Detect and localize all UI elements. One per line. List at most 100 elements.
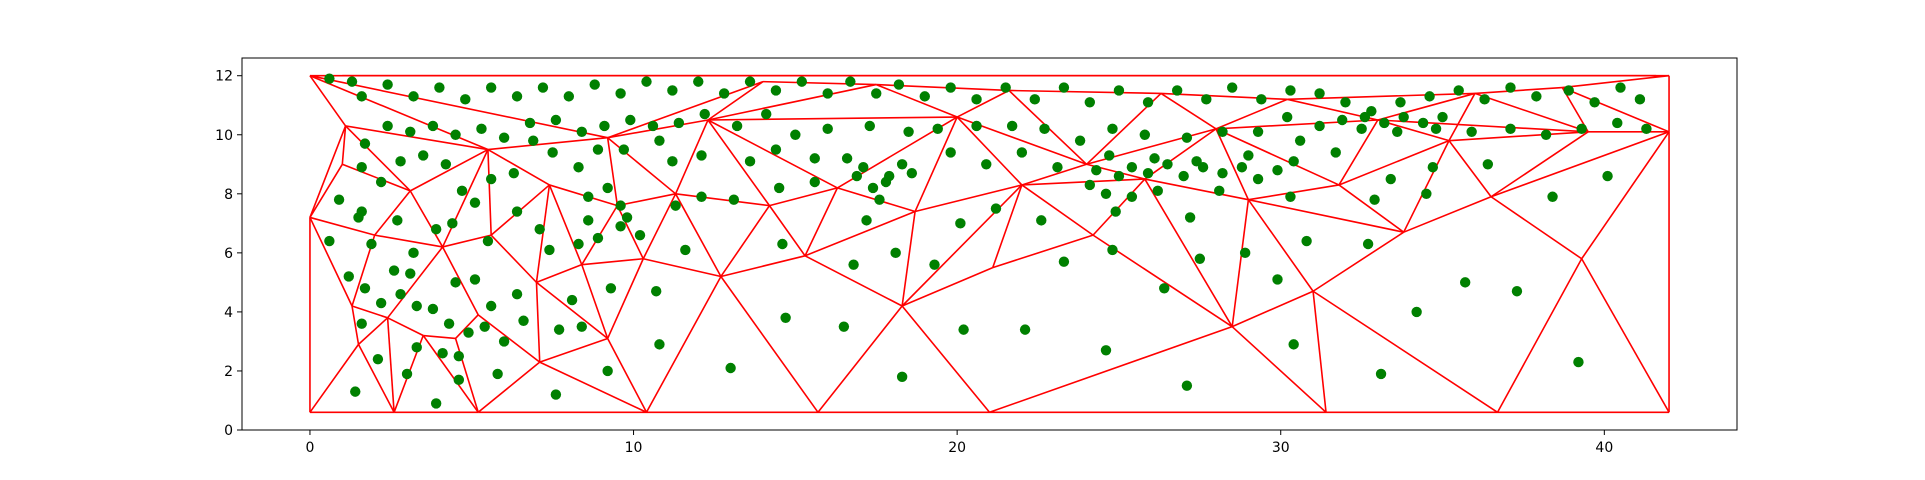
mesh-edge-139 — [707, 80, 764, 121]
mesh-edge-133 — [1377, 119, 1589, 133]
mesh-edge-31 — [1496, 258, 1583, 413]
mesh-edge-107 — [1448, 131, 1589, 142]
scatter-point-121 — [654, 135, 665, 146]
scatter-point-115 — [841, 153, 853, 164]
mesh-edge-67 — [374, 190, 411, 236]
scatter-point-184 — [1453, 85, 1464, 96]
mesh-edge-70 — [309, 163, 343, 218]
scatter-point-211 — [718, 88, 730, 99]
scatter-point-163 — [1181, 132, 1193, 143]
mesh-edge-138 — [607, 80, 764, 139]
mesh-edge-44 — [804, 255, 903, 307]
mesh-edge-85 — [768, 205, 806, 257]
scatter-point-180 — [1563, 85, 1574, 96]
scatter-point-144 — [576, 126, 587, 138]
scatter-point-48 — [411, 300, 422, 312]
mesh-edge-102 — [1248, 184, 1340, 201]
scatter-point-14 — [780, 312, 791, 324]
scatter-point-108 — [1052, 162, 1063, 173]
mesh-edge-61 — [536, 263, 583, 284]
scatter-point-185 — [1424, 91, 1435, 102]
scatter-point-213 — [667, 85, 678, 96]
scatter-point-162 — [1139, 129, 1151, 140]
scatter-point-157 — [971, 120, 982, 132]
scatter-point-28 — [1194, 253, 1206, 264]
scatter-point-118 — [744, 156, 756, 167]
scatter-point-82 — [670, 200, 681, 211]
scatter-point-29 — [1107, 244, 1118, 256]
scatter-point-188 — [1340, 97, 1351, 108]
scatter-point-201 — [971, 94, 982, 105]
mesh-edge-36 — [387, 317, 424, 337]
scatter-point-99 — [1427, 162, 1439, 173]
scatter-point-23 — [1511, 286, 1523, 297]
scatter-point-209 — [770, 85, 782, 96]
scatter-point-212 — [693, 76, 704, 87]
mesh-edge-83 — [675, 193, 770, 207]
scatter-point-232 — [1162, 159, 1173, 170]
mesh-edge-45 — [901, 266, 994, 307]
mesh-edge-87 — [804, 187, 839, 257]
scatter-point-250 — [602, 182, 613, 194]
mesh-edge-42 — [643, 257, 722, 278]
mesh-edge-93 — [901, 184, 1023, 307]
mesh-edge-20 — [477, 361, 541, 413]
x-tick-label-1: 10 — [625, 440, 643, 456]
scatter-point-2 — [550, 389, 562, 400]
scatter-point-117 — [770, 144, 782, 155]
y-tick-label-4: 8 — [224, 187, 233, 203]
mesh-edge-89 — [804, 210, 916, 257]
mesh-edge-51 — [1490, 196, 1583, 260]
scatter-point-197 — [1084, 97, 1096, 108]
scatter-point-206 — [845, 76, 856, 87]
scatter-point-119 — [696, 150, 707, 161]
scatter-point-131 — [418, 150, 429, 161]
scatter-point-41 — [518, 315, 529, 326]
mesh-edge-39 — [477, 314, 541, 363]
mesh-edge-48 — [1231, 290, 1314, 328]
mesh-edge-154 — [1448, 93, 1476, 142]
scatter-point-90 — [1036, 215, 1047, 226]
mesh-edge-75 — [535, 184, 551, 283]
scatter-point-25 — [1362, 238, 1374, 250]
scatter-point-153 — [822, 123, 833, 135]
scatter-point-7 — [1573, 356, 1584, 368]
mesh-edge-108 — [1490, 131, 1589, 198]
scatter-point-91 — [1110, 206, 1121, 217]
mesh-edge-94 — [1021, 184, 1094, 236]
scatter-point-110 — [981, 159, 992, 170]
scatter-point-125 — [547, 147, 558, 158]
mesh-edge-110 — [409, 148, 489, 192]
mesh-edge-81 — [642, 193, 677, 260]
scatter-point-106 — [1113, 170, 1125, 182]
scatter-point-35 — [680, 244, 691, 256]
scatter-point-73 — [511, 206, 523, 217]
scatter-point-19 — [1288, 339, 1299, 350]
scatter-point-59 — [469, 274, 481, 285]
scatter-point-243 — [1214, 185, 1225, 197]
scatter-point-196 — [1113, 85, 1125, 96]
scatter-point-218 — [537, 82, 549, 93]
scatter-point-44 — [375, 297, 387, 309]
mesh-edge-130 — [1215, 119, 1378, 130]
mesh-edge-59 — [535, 282, 541, 363]
mesh-edge-159 — [1562, 74, 1670, 89]
scatter-point-132 — [395, 156, 406, 167]
scatter-point-215 — [615, 88, 626, 99]
scatter-point-30 — [1058, 256, 1070, 267]
scatter-point-22 — [1459, 277, 1471, 288]
scatter-point-198 — [1058, 82, 1070, 93]
mesh-edge-106 — [1448, 140, 1492, 198]
mesh-edge-66 — [374, 234, 443, 248]
scatter-point-40 — [498, 336, 510, 347]
scatter-point-256 — [1417, 117, 1429, 129]
scatter-point-5 — [1181, 380, 1193, 391]
mesh-edge-40 — [539, 337, 608, 363]
scatter-point-251 — [615, 200, 626, 211]
scatter-point-193 — [1201, 94, 1212, 105]
scatter-point-177 — [1634, 94, 1646, 105]
mesh-edge-153 — [1377, 92, 1476, 121]
mesh-edge-122 — [956, 116, 1023, 186]
mesh-edge-128 — [1215, 128, 1250, 201]
scatter-point-97 — [1602, 170, 1613, 182]
